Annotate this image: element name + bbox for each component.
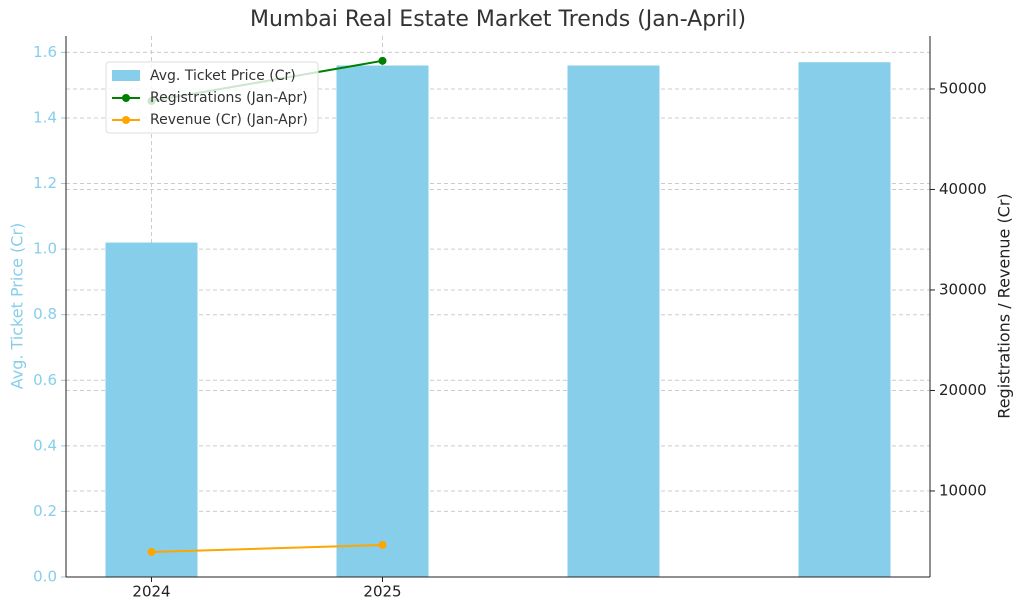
- chart-title: Mumbai Real Estate Market Trends (Jan-Ap…: [250, 7, 746, 32]
- y-tick-label: 0.6: [33, 371, 57, 389]
- legend-box: [105, 61, 319, 134]
- y2-tick-label: 40000: [939, 180, 987, 198]
- legend-label: Revenue (Cr) (Jan-Apr): [150, 112, 308, 128]
- legend-label: Avg. Ticket Price (Cr): [150, 68, 296, 84]
- y2-tick-label: 30000: [939, 280, 987, 298]
- y-tick-label: 0.2: [33, 502, 57, 520]
- point: [147, 547, 156, 556]
- line: [151, 543, 383, 553]
- y2-axis-label: Registrations / Revenue (Cr): [995, 193, 1014, 418]
- y-axis-label: Avg. Ticket Price (Cr): [8, 223, 27, 390]
- y-tick-label: 0.8: [33, 305, 57, 323]
- y-tick-label: 1.6: [33, 43, 57, 61]
- bar: [336, 65, 429, 577]
- x-tick-label: 2024: [132, 583, 170, 601]
- bar: [567, 65, 660, 577]
- y-tick-label: 1.0: [33, 240, 57, 258]
- legend-swatch: [122, 94, 130, 102]
- y-tick-label: 1.2: [33, 174, 57, 192]
- point: [378, 540, 387, 549]
- legend-swatch: [122, 116, 130, 124]
- y-tick-label: 0.0: [33, 568, 57, 586]
- legend-label: Registrations (Jan-Apr): [150, 90, 308, 106]
- y2-tick-label: 50000: [939, 79, 987, 97]
- point: [378, 56, 387, 65]
- y2-tick-label: 10000: [939, 481, 987, 499]
- y2-tick-label: 20000: [939, 381, 987, 399]
- y-tick-label: 1.4: [33, 108, 57, 126]
- x-tick-label: 2025: [363, 583, 401, 601]
- bar: [105, 242, 198, 577]
- y-tick-label: 0.4: [33, 436, 57, 454]
- legend-swatch: [112, 70, 140, 81]
- bar: [798, 62, 891, 578]
